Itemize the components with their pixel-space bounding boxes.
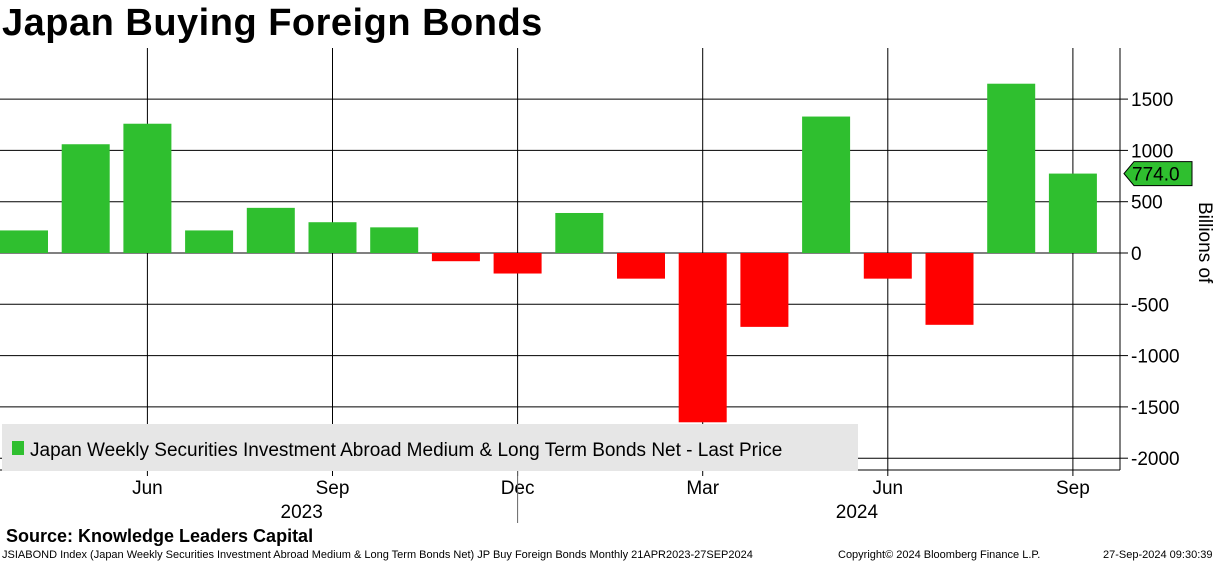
y-tick-label: 0 — [1131, 244, 1142, 265]
x-tick-label: Jun — [132, 478, 163, 499]
y-axis-title: Billions of — [1194, 202, 1215, 284]
bar — [431, 253, 480, 262]
bar — [802, 116, 851, 254]
bar — [740, 253, 789, 327]
bar — [555, 212, 604, 253]
bar — [1048, 173, 1097, 253]
legend-box — [2, 424, 858, 471]
footer-index-description: JSIABOND Index (Japan Weekly Securities … — [2, 549, 753, 561]
bar — [0, 230, 48, 253]
legend-label: Japan Weekly Securities Investment Abroa… — [30, 440, 782, 461]
last-price-marker — [1123, 161, 1193, 187]
x-tick-label: Sep — [316, 478, 350, 499]
source-note: Source: Knowledge Leaders Capital — [6, 526, 314, 546]
x-tick-label: Sep — [1056, 478, 1090, 499]
bar — [308, 222, 357, 253]
bar — [370, 227, 419, 253]
bar — [617, 253, 665, 279]
y-tick-label: -1000 — [1131, 347, 1180, 368]
bar — [493, 253, 542, 274]
bar — [123, 123, 172, 253]
y-tick-label: -500 — [1131, 295, 1169, 316]
bar — [863, 253, 912, 279]
bar — [987, 83, 1036, 254]
y-tick-label: -2000 — [1131, 449, 1180, 470]
bar — [185, 230, 234, 253]
bar — [678, 253, 727, 423]
last-price-label: 774.0 — [1132, 165, 1180, 186]
y-tick-label: 1500 — [1131, 90, 1173, 111]
legend-swatch — [12, 441, 24, 455]
y-tick-label: 1000 — [1131, 141, 1173, 162]
x-tick-label: Jun — [872, 478, 903, 499]
y-tick-label: 500 — [1131, 193, 1163, 214]
footer-timestamp: 27-Sep-2024 09:30:39 — [1103, 549, 1213, 561]
bar — [925, 253, 974, 325]
year-label: 2023 — [281, 502, 323, 523]
footer-copyright: Copyright© 2024 Bloomberg Finance L.P. — [838, 549, 1041, 561]
year-label: 2024 — [836, 502, 879, 523]
y-tick-label: -1500 — [1131, 398, 1180, 419]
chart-title: Japan Buying Foreign Bonds — [2, 2, 543, 44]
bar — [246, 207, 295, 253]
x-tick-label: Mar — [686, 478, 719, 499]
bar — [61, 144, 110, 253]
